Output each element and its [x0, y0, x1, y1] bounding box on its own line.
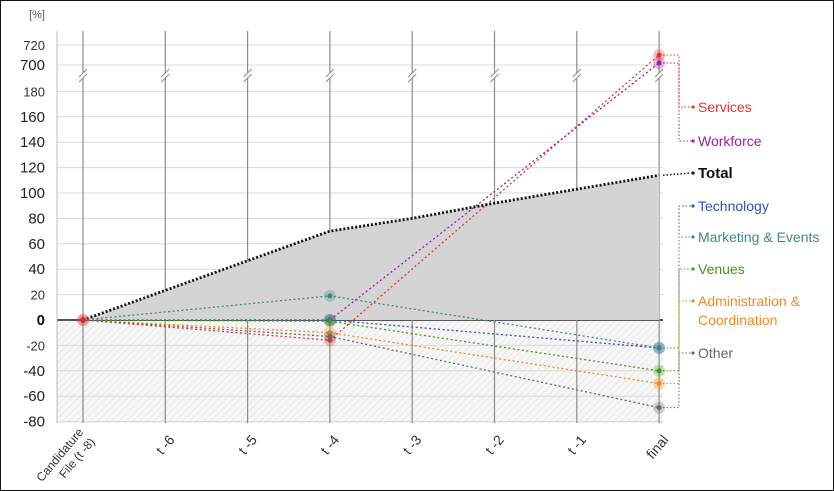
legend-label-technology: Technology — [698, 198, 769, 214]
legend-label-marketing-events: Marketing & Events — [698, 229, 819, 245]
y-tick-label: 720 — [23, 38, 45, 53]
x-tick-label: t -2 — [482, 432, 507, 458]
axis-break-gap — [241, 73, 254, 78]
y-tick-label: 180 — [23, 84, 45, 99]
data-point-core-venues — [656, 368, 662, 374]
y-tick-label: 0 — [37, 312, 45, 329]
y-tick-label: 160 — [20, 109, 45, 126]
axis-break-mark — [490, 68, 499, 78]
legend-dot-workforce — [691, 139, 695, 143]
axis-break-gap — [570, 73, 583, 78]
axis-break-gap — [406, 73, 419, 78]
legend-label-services: Services — [698, 99, 752, 115]
axis-break-mark — [78, 68, 88, 78]
series-line-administration-coordination — [82, 319, 660, 385]
axis-break-gap — [653, 73, 666, 78]
legend-leader-technology — [663, 205, 691, 349]
legend-leader-other — [663, 352, 691, 409]
axis-break-mark — [572, 68, 582, 78]
data-point-core-marketing-events — [656, 345, 662, 351]
x-tick-label: t -1 — [564, 432, 589, 458]
axis-break-mark — [490, 73, 499, 83]
data-point-core-administration-coordination — [327, 330, 333, 336]
total-area — [83, 175, 660, 320]
axis-break-gap — [77, 73, 89, 78]
legend-leader-venues — [663, 268, 691, 372]
axis-break-mark — [654, 68, 664, 78]
axis-break-mark — [325, 73, 335, 83]
axis-break-gap — [323, 73, 336, 78]
y-tick-label: -40 — [23, 363, 45, 380]
y-tick-label: 60 — [28, 236, 45, 253]
y-tick-label: -20 — [26, 338, 45, 353]
axis-break-mark — [243, 73, 252, 83]
legend-leader-services — [663, 54, 691, 108]
axis-break-mark — [325, 68, 335, 78]
legend-leader-total — [662, 172, 692, 176]
y-tick-label: 80 — [28, 210, 45, 227]
y-tick-label: 40 — [28, 261, 45, 278]
legend-leader-marketing-events — [663, 236, 691, 349]
axis-break-mark — [407, 68, 417, 78]
negative-zone-hatch — [57, 320, 663, 423]
x-tick-label: t -5 — [235, 432, 260, 458]
axis-break-gap — [488, 73, 501, 78]
data-point-core-administration-coordination — [656, 381, 662, 386]
axis-break-mark — [407, 73, 417, 83]
data-point-origin-core — [80, 317, 86, 323]
y-tick-label: -80 — [23, 414, 45, 431]
axis-break-mark — [160, 68, 170, 78]
data-point-core-services — [327, 337, 333, 343]
axis-break-mark — [654, 73, 664, 83]
legend-dot-administration-coordination — [691, 299, 695, 303]
series-line-other — [82, 319, 660, 409]
legend-dot-venues — [691, 267, 695, 271]
y-unit-label: [%] — [29, 9, 45, 21]
y-tick-label: -60 — [23, 388, 45, 405]
legend-dot-services — [691, 105, 695, 109]
axis-break-mark — [160, 73, 170, 83]
legend-leader-workforce — [663, 62, 691, 142]
x-tick-label: final — [643, 432, 672, 462]
x-tick-label: t -3 — [399, 432, 424, 458]
y-tick-label: 120 — [20, 160, 45, 177]
legend-dot-total — [691, 171, 695, 175]
axis-break-mark — [78, 73, 88, 83]
data-point-core-other — [327, 334, 333, 340]
legend-label-venues: Venues — [698, 261, 745, 277]
axis-break-mark — [243, 68, 252, 78]
y-tick-label: 140 — [20, 134, 45, 151]
data-point-core-services — [656, 52, 662, 58]
x-tick-label: t -6 — [152, 432, 177, 458]
legend-dot-technology — [691, 204, 695, 208]
x-tick-label: CandidatureFile (t -8) — [33, 425, 97, 490]
data-point-core-venues — [327, 318, 333, 324]
legend-label-other: Other — [698, 345, 733, 361]
legend-dot-marketing-events — [691, 235, 695, 239]
y-tick-label: 700 — [20, 57, 45, 74]
legend-leader-administration-coordination — [663, 300, 691, 384]
data-point-core-workforce — [656, 60, 662, 66]
legend-label-workforce: Workforce — [698, 133, 762, 149]
legend-label-total: Total — [698, 165, 733, 182]
axis-break-mark — [572, 73, 582, 83]
x-tick-label: t -4 — [317, 432, 342, 458]
y-tick-label: 100 — [20, 185, 45, 202]
legend-dot-other — [691, 351, 695, 355]
y-tick-label: 20 — [31, 288, 45, 303]
legend-label-administration-coordination: Administration & Coordination — [698, 293, 801, 328]
data-point-core-marketing-events — [327, 293, 333, 299]
axis-break-gap — [159, 73, 172, 78]
series-line-venues — [82, 319, 660, 372]
data-point-core-other — [656, 405, 662, 411]
